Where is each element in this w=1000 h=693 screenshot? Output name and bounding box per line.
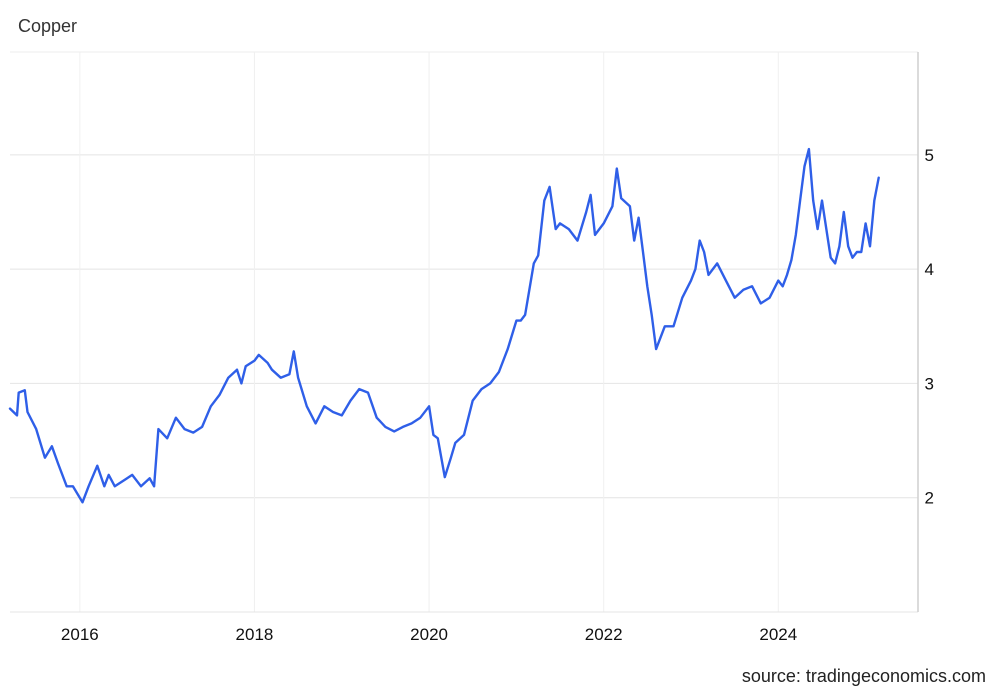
x-tick-label: 2018: [236, 625, 274, 644]
y-tick-label: 2: [925, 489, 934, 508]
x-tick-label: 2024: [759, 625, 797, 644]
x-axis-labels: 2016 2018 2020 2022 2024: [61, 625, 797, 644]
x-tick-label: 2016: [61, 625, 99, 644]
y-tick-label: 4: [925, 260, 934, 279]
series-line-0: [8, 147, 880, 504]
y-axis: [10, 52, 919, 613]
y-tick-label: 5: [925, 146, 934, 165]
x-tick-label: 2020: [410, 625, 448, 644]
source-note: source: tradingeconomics.com: [741, 666, 986, 686]
chart-title: Copper: [18, 16, 78, 36]
y-axis-labels: 2 3 4 5: [925, 146, 934, 508]
series-lines: [8, 147, 880, 504]
x-tick-label: 2022: [585, 625, 623, 644]
y-tick-label: 3: [925, 374, 934, 393]
gridlines: [10, 51, 918, 612]
